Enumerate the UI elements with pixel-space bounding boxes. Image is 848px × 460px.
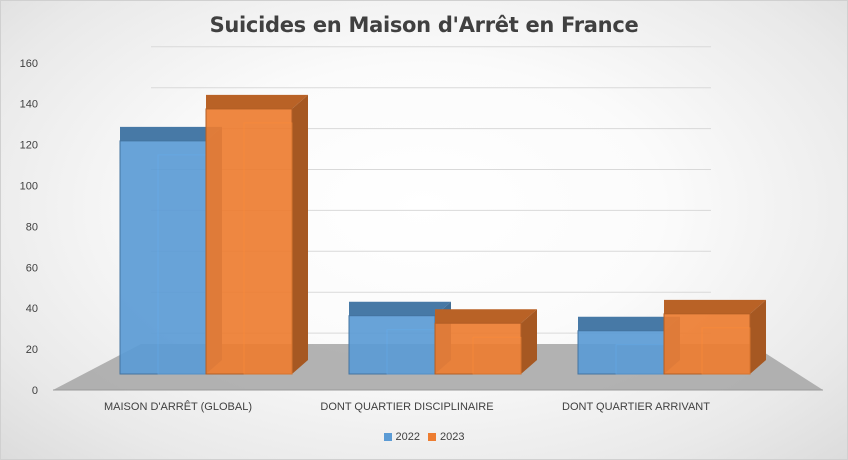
legend-item-2023: 2023 xyxy=(428,431,464,443)
y-tick-label: 40 xyxy=(26,303,38,315)
legend: 2022 2023 xyxy=(1,431,847,443)
y-tick-label: 80 xyxy=(26,221,38,233)
y-tick-label: 20 xyxy=(26,344,38,356)
y-tick-label: 100 xyxy=(20,181,38,193)
y-tick-label: 60 xyxy=(26,262,38,274)
y-tick-label: 160 xyxy=(20,58,38,70)
bar-2022-1 xyxy=(348,315,436,375)
y-tick-label: 120 xyxy=(20,140,38,152)
category-label: DONT QUARTIER DISCIPLINAIRE xyxy=(320,401,493,413)
bar-side-2023-0 xyxy=(292,94,308,375)
category-label: DONT QUARTIER ARRIVANT xyxy=(562,401,710,413)
bar-2022-2 xyxy=(577,330,665,375)
bar-2022-0 xyxy=(119,140,207,375)
legend-swatch-2022 xyxy=(383,433,392,441)
y-tick-label: 140 xyxy=(20,99,38,111)
bar-2023-1 xyxy=(434,322,522,375)
bar-side-2023-1 xyxy=(521,309,537,374)
bar-inner-edge-2023-1 xyxy=(472,336,522,375)
bar-2023-2 xyxy=(663,313,751,375)
chart-title: Suicides en Maison d'Arrêt en France xyxy=(209,13,639,37)
bar-inner-edge-2023-0 xyxy=(243,122,293,375)
legend-swatch-2023 xyxy=(428,433,436,441)
bar-top-2023-1 xyxy=(435,309,537,324)
category-label: MAISON D'ARRÊT (GLOBAL) xyxy=(104,400,252,413)
bar-top-2022-0 xyxy=(120,126,222,141)
bar-top-2022-1 xyxy=(349,301,451,316)
bar-inner-edge-2023-2 xyxy=(701,327,751,375)
legend-label-2023: 2023 xyxy=(440,431,465,443)
legend-item-2022: 2022 xyxy=(383,431,420,443)
y-tick-label: 0 xyxy=(32,385,38,397)
bar-top-2022-2 xyxy=(578,316,680,331)
bar-top-2023-2 xyxy=(664,299,766,314)
legend-label-2022: 2022 xyxy=(395,431,420,443)
bar-side-2023-2 xyxy=(750,299,766,374)
bar-top-2023-0 xyxy=(206,94,308,109)
bar-2023-0 xyxy=(205,108,293,375)
